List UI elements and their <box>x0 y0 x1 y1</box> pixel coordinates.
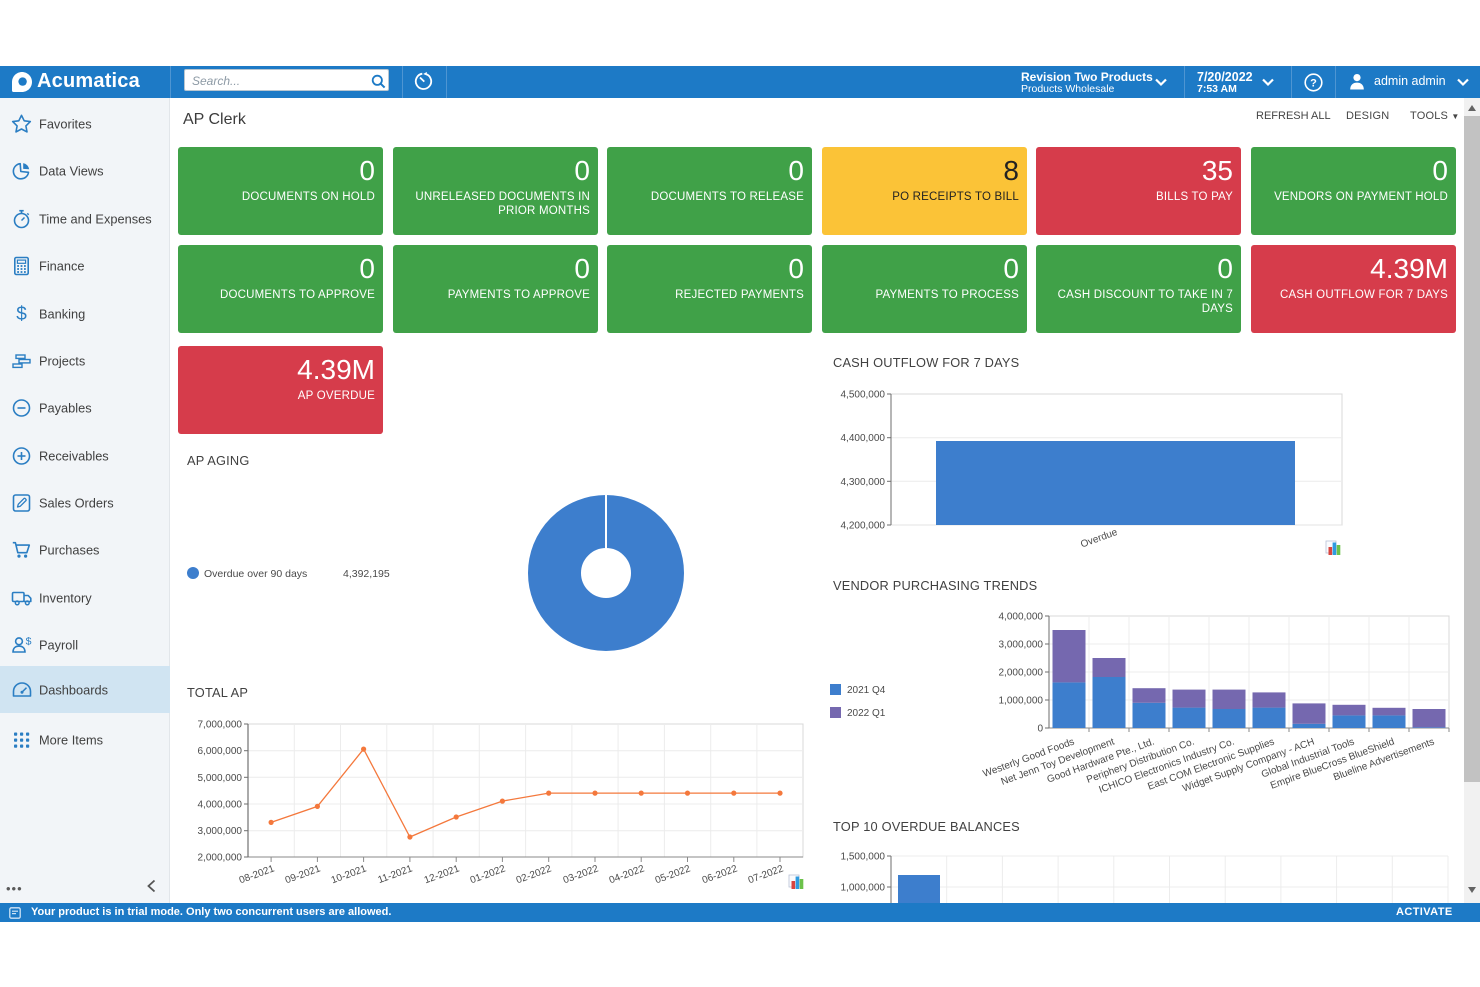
svg-text:05-2022: 05-2022 <box>654 863 693 886</box>
svg-text:0: 0 <box>1037 724 1043 735</box>
svg-text:4,200,000: 4,200,000 <box>841 521 886 532</box>
svg-text:7,000,000: 7,000,000 <box>198 720 243 731</box>
svg-text:2,000,000: 2,000,000 <box>999 668 1044 679</box>
svg-text:3,000,000: 3,000,000 <box>999 640 1044 651</box>
svg-text:$: $ <box>26 635 32 647</box>
svg-text:?: ? <box>1310 77 1317 89</box>
svg-text:06-2022: 06-2022 <box>701 863 740 886</box>
svg-text:4,000,000: 4,000,000 <box>999 612 1044 623</box>
svg-text:6,000,000: 6,000,000 <box>198 746 243 757</box>
svg-text:11-2021: 11-2021 <box>376 863 414 886</box>
svg-text:02-2022: 02-2022 <box>515 863 554 886</box>
svg-text:4,300,000: 4,300,000 <box>841 477 886 488</box>
svg-text:10-2021: 10-2021 <box>330 863 369 886</box>
svg-text:4,000,000: 4,000,000 <box>198 800 243 811</box>
svg-text:$: $ <box>16 304 27 325</box>
svg-text:1,500,000: 1,500,000 <box>841 852 886 863</box>
svg-text:01-2022: 01-2022 <box>469 863 508 886</box>
svg-text:08-2021: 08-2021 <box>238 863 277 886</box>
svg-text:04-2022: 04-2022 <box>608 863 647 886</box>
svg-text:5,000,000: 5,000,000 <box>198 773 243 784</box>
svg-text:03-2022: 03-2022 <box>562 863 601 886</box>
svg-text:3,000,000: 3,000,000 <box>198 826 243 837</box>
svg-text:09-2021: 09-2021 <box>284 863 323 886</box>
svg-text:Overdue: Overdue <box>1079 527 1119 551</box>
svg-text:12-2021: 12-2021 <box>423 863 462 886</box>
svg-text:1,000,000: 1,000,000 <box>999 696 1044 707</box>
svg-text:07-2022: 07-2022 <box>747 863 786 886</box>
svg-text:4,500,000: 4,500,000 <box>841 390 886 401</box>
svg-text:4,400,000: 4,400,000 <box>841 433 886 444</box>
svg-text:2,000,000: 2,000,000 <box>198 853 243 864</box>
svg-text:1,000,000: 1,000,000 <box>841 883 886 894</box>
